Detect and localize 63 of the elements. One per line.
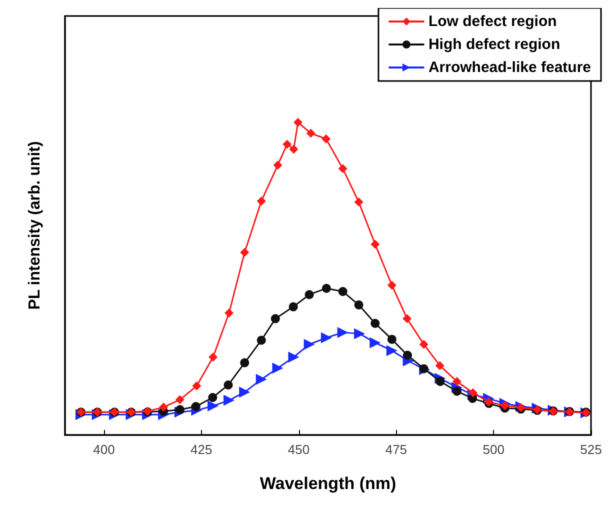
- point: [436, 377, 445, 386]
- point: [452, 377, 462, 386]
- x-axis-title: Wavelength (nm): [260, 474, 396, 493]
- point: [224, 380, 233, 390]
- point: [338, 286, 348, 296]
- legend-label: Low defect region: [428, 13, 557, 30]
- point: [419, 340, 428, 349]
- point: [337, 326, 348, 338]
- point: [387, 280, 396, 290]
- point: [452, 386, 462, 396]
- point: [354, 328, 366, 340]
- point: [224, 308, 234, 318]
- point: [500, 401, 510, 410]
- point: [387, 334, 396, 344]
- point: [288, 302, 298, 312]
- point: [435, 361, 444, 370]
- point: [256, 336, 266, 345]
- point: [256, 196, 266, 206]
- point: [370, 318, 380, 328]
- point: [272, 362, 284, 374]
- x-tick-label: 400: [93, 442, 115, 457]
- point: [304, 338, 315, 350]
- point: [175, 395, 184, 404]
- point: [240, 248, 250, 257]
- point: [294, 118, 302, 127]
- point: [256, 374, 267, 385]
- point: [239, 386, 250, 398]
- point: [468, 388, 478, 398]
- point: [191, 402, 200, 412]
- point: [320, 332, 332, 344]
- point: [322, 284, 331, 293]
- x-tick-label: 475: [385, 442, 408, 457]
- point: [208, 392, 218, 402]
- point: [370, 240, 380, 249]
- x-tick-label: 450: [288, 442, 310, 457]
- point: [208, 400, 219, 412]
- point: [402, 314, 412, 324]
- x-tick-label: 500: [482, 442, 504, 457]
- point: [386, 345, 398, 356]
- point: [282, 140, 292, 149]
- point: [304, 290, 314, 300]
- point: [402, 350, 412, 360]
- point: [270, 314, 280, 324]
- point: [289, 144, 298, 154]
- y-axis-title: PL intensity (arb. unit): [26, 141, 44, 310]
- point: [208, 352, 218, 362]
- point: [159, 402, 168, 412]
- legend-label: High defect region: [428, 36, 560, 53]
- point: [224, 394, 235, 406]
- point: [175, 405, 184, 414]
- point: [306, 128, 316, 138]
- point: [192, 381, 202, 390]
- x-tick-label: 525: [580, 442, 602, 457]
- point: [354, 198, 364, 207]
- point: [288, 352, 300, 363]
- point: [370, 337, 381, 348]
- x-tick-label: 425: [190, 442, 212, 457]
- point: [338, 164, 348, 174]
- legend-label: Arrowhead-like feature: [428, 59, 591, 76]
- point: [322, 134, 331, 144]
- point: [273, 160, 282, 170]
- point: [354, 300, 364, 310]
- point: [240, 358, 250, 368]
